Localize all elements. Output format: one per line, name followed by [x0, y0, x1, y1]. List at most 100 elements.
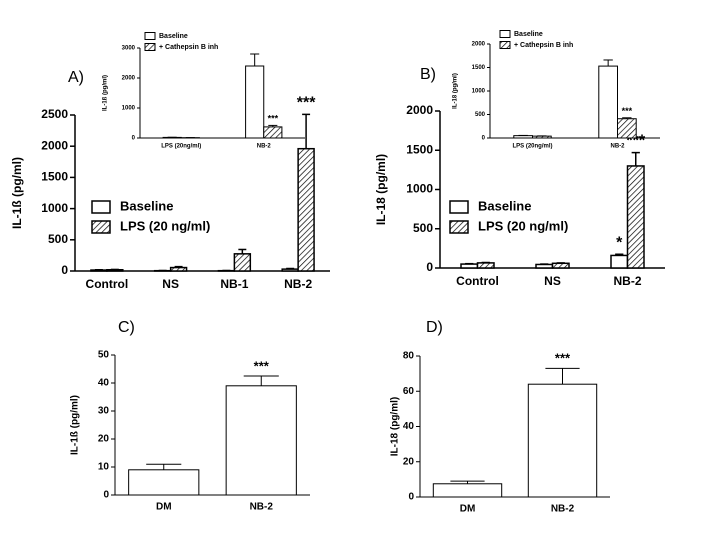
y-tick-label: 1000 — [122, 106, 136, 112]
y-tick-label: 50 — [98, 350, 110, 361]
x-tick-label: Control — [456, 274, 499, 288]
significance-label: *** — [555, 351, 571, 366]
x-tick-label: LPS (20ng/ml) — [161, 144, 201, 150]
y-axis-label: IL-1ß (pg/ml) — [10, 157, 24, 229]
y-tick-label: 1000 — [472, 89, 486, 95]
y-tick-label: 2000 — [406, 103, 433, 117]
y-tick-label: 0 — [61, 263, 68, 277]
legend-swatch — [91, 220, 111, 234]
y-tick-label: 2000 — [122, 76, 136, 82]
x-tick-label: NB-2 — [250, 502, 274, 513]
significance-label: *** — [622, 106, 633, 116]
significance-label: *** — [297, 94, 316, 111]
bar — [535, 263, 554, 269]
panel-label: C) — [118, 319, 135, 336]
legend-label: Baseline — [514, 31, 543, 38]
y-tick-label: 1500 — [472, 65, 486, 71]
y-tick-label: 1500 — [41, 170, 68, 184]
panel-label: B) — [420, 66, 436, 83]
x-tick-label: NB-1 — [220, 277, 248, 291]
legend-swatch — [499, 41, 511, 49]
significance-label: * — [616, 234, 623, 251]
bar — [532, 135, 552, 139]
legend-label: + Cathepsin B inh — [514, 42, 573, 49]
legend-swatch — [91, 200, 111, 214]
bar — [432, 483, 503, 498]
x-tick-label: DM — [460, 504, 476, 515]
legend-label: Baseline — [120, 198, 173, 213]
y-tick-label: 500 — [48, 232, 68, 246]
bar — [610, 254, 629, 269]
y-axis-label: IL-1ß (pg/ml) — [103, 75, 109, 111]
bar — [460, 263, 479, 269]
bar — [233, 253, 252, 272]
legend-swatch — [499, 30, 511, 38]
bar — [245, 65, 265, 139]
legend-swatch — [449, 220, 469, 234]
x-tick-label: NB-2 — [284, 277, 312, 291]
y-tick-label: 40 — [403, 421, 415, 432]
x-tick-label: Control — [86, 277, 129, 291]
x-tick-label: DM — [156, 502, 172, 513]
legend-swatch — [144, 43, 156, 51]
bar — [128, 469, 200, 496]
y-tick-label: 2000 — [41, 138, 68, 152]
significance-label: *** — [254, 358, 270, 373]
y-tick-label: 0 — [103, 490, 109, 501]
panel-label: D) — [426, 319, 443, 336]
y-tick-label: 30 — [98, 406, 110, 417]
bar — [297, 147, 315, 272]
bar — [626, 165, 645, 269]
x-tick-label: NB-2 — [613, 274, 641, 288]
bar — [162, 136, 182, 139]
bar — [617, 118, 637, 139]
y-tick-label: 80 — [403, 351, 415, 362]
legend-swatch — [144, 32, 156, 40]
y-tick-label: 2000 — [472, 42, 486, 48]
y-tick-label: 60 — [403, 386, 415, 397]
y-tick-label: 3000 — [122, 46, 136, 52]
bar — [476, 262, 495, 269]
y-tick-label: 40 — [98, 378, 110, 389]
bar — [263, 126, 283, 139]
x-tick-label: LPS (20ng/ml) — [512, 144, 552, 150]
bar — [598, 65, 618, 139]
legend-label: LPS (20 ng/ml) — [120, 218, 210, 233]
legend-label: + Cathepsin B inh — [159, 44, 218, 51]
panel-label: A) — [68, 69, 84, 86]
y-tick-label: 10 — [98, 462, 110, 473]
bar — [551, 262, 570, 269]
bar — [225, 385, 297, 496]
x-tick-label: NB-2 — [551, 504, 575, 515]
y-axis-label: IL-18 (pg/ml) — [453, 73, 459, 109]
y-tick-label: 1000 — [406, 182, 433, 196]
y-tick-label: 0 — [426, 260, 433, 274]
bar — [90, 269, 108, 272]
x-tick-label: NS — [544, 274, 561, 288]
x-tick-label: NB-2 — [257, 144, 272, 150]
y-axis-label: IL-1ß (pg/ml) — [70, 395, 81, 455]
y-tick-label: 1500 — [406, 142, 433, 156]
bar — [527, 383, 598, 498]
y-tick-label: 0 — [132, 136, 136, 142]
significance-label: *** — [268, 113, 279, 123]
y-tick-label: 0 — [408, 492, 414, 503]
y-tick-label: 500 — [475, 112, 486, 118]
bar — [281, 268, 299, 272]
legend-swatch — [449, 200, 469, 214]
y-tick-label: 500 — [413, 221, 433, 235]
y-tick-label: 0 — [482, 136, 486, 142]
bar — [106, 269, 124, 272]
bar — [169, 266, 188, 272]
y-axis-label: IL-18 (pg/ml) — [374, 154, 388, 225]
x-tick-label: NB-2 — [610, 144, 625, 150]
y-axis-label: IL-18 (pg/ml) — [390, 397, 401, 456]
y-tick-label: 20 — [403, 456, 415, 467]
legend-label: Baseline — [159, 33, 188, 40]
y-tick-label: 20 — [98, 434, 110, 445]
legend-label: Baseline — [478, 198, 531, 213]
legend-label: LPS (20 ng/ml) — [478, 218, 568, 233]
x-tick-label: NS — [162, 277, 179, 291]
y-tick-label: 2500 — [41, 107, 68, 121]
